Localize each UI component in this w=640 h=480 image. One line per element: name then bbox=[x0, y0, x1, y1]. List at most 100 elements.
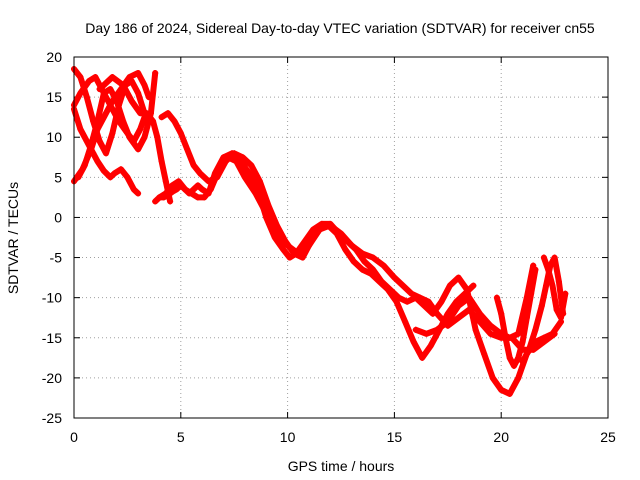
data-point bbox=[555, 278, 562, 285]
data-point bbox=[384, 286, 391, 293]
data-point bbox=[135, 70, 142, 77]
series-10 bbox=[412, 262, 537, 341]
data-point bbox=[543, 282, 550, 289]
x-tick-label: 15 bbox=[387, 429, 403, 445]
y-axis-label: SDTVAR / TECUs bbox=[5, 182, 21, 294]
data-point bbox=[167, 198, 174, 205]
data-point bbox=[263, 210, 270, 217]
data-point bbox=[402, 318, 409, 325]
data-point bbox=[519, 358, 526, 365]
y-tick-label: 20 bbox=[46, 49, 62, 65]
data-point bbox=[175, 178, 182, 185]
data-point bbox=[528, 290, 535, 297]
data-point bbox=[455, 274, 462, 281]
data-point bbox=[126, 74, 133, 81]
data-point bbox=[498, 386, 505, 393]
data-point bbox=[184, 146, 191, 153]
data-point bbox=[549, 282, 556, 289]
data-point bbox=[286, 254, 293, 261]
data-point bbox=[92, 74, 99, 81]
data-point bbox=[207, 186, 214, 193]
data-point bbox=[77, 74, 84, 81]
data-point bbox=[476, 318, 483, 325]
data-point bbox=[481, 350, 488, 357]
series-8 bbox=[156, 154, 558, 353]
data-point bbox=[489, 374, 496, 381]
data-point bbox=[493, 294, 500, 301]
data-point bbox=[551, 254, 558, 261]
data-point bbox=[506, 354, 513, 361]
data-point bbox=[466, 294, 473, 301]
data-point bbox=[265, 202, 272, 209]
data-point bbox=[545, 266, 552, 273]
data-point bbox=[248, 162, 255, 169]
data-point bbox=[461, 290, 468, 297]
data-point bbox=[551, 330, 558, 337]
data-point bbox=[308, 238, 315, 245]
data-point bbox=[246, 170, 253, 177]
data-point bbox=[417, 294, 424, 301]
data-point bbox=[376, 278, 383, 285]
data-point bbox=[310, 226, 317, 233]
data-point bbox=[94, 118, 101, 125]
series-band bbox=[493, 266, 539, 369]
data-point bbox=[421, 302, 428, 309]
data-point bbox=[532, 326, 539, 333]
x-tick-label: 5 bbox=[177, 429, 185, 445]
data-point bbox=[553, 306, 560, 313]
axis-ticks: 0 5 10 15 20 25 -25 -20 -15 -10 -5 0 5 10 15 20 bbox=[42, 49, 616, 445]
data-point bbox=[515, 374, 522, 381]
data-point bbox=[85, 78, 92, 85]
data-point bbox=[316, 226, 323, 233]
data-point bbox=[410, 338, 417, 345]
x-tick-label: 10 bbox=[280, 429, 296, 445]
data-point bbox=[282, 238, 289, 245]
data-point bbox=[444, 318, 451, 325]
data-point bbox=[404, 298, 411, 305]
data-point bbox=[152, 198, 159, 205]
data-point bbox=[380, 262, 387, 269]
data-point bbox=[126, 134, 133, 141]
data-point bbox=[348, 242, 355, 249]
data-point bbox=[423, 330, 430, 337]
data-point bbox=[169, 182, 176, 189]
data-point bbox=[135, 90, 142, 97]
data-point bbox=[182, 186, 189, 193]
data-point bbox=[291, 250, 298, 257]
data-point bbox=[239, 154, 246, 161]
data-point bbox=[109, 74, 116, 81]
data-point bbox=[100, 90, 107, 97]
series-9 bbox=[158, 110, 477, 361]
data-point bbox=[476, 310, 483, 317]
data-point bbox=[137, 110, 144, 117]
data-point bbox=[540, 254, 547, 261]
data-point bbox=[120, 118, 127, 125]
data-point bbox=[438, 298, 445, 305]
data-point bbox=[156, 194, 163, 201]
plot-border bbox=[73, 56, 609, 419]
data-point bbox=[370, 254, 377, 261]
data-point bbox=[96, 138, 103, 145]
data-point bbox=[107, 102, 114, 109]
data-point bbox=[446, 282, 453, 289]
data-point bbox=[487, 322, 494, 329]
data-point bbox=[141, 82, 148, 89]
data-point bbox=[393, 298, 400, 305]
data-point bbox=[361, 258, 368, 265]
series-11 bbox=[493, 266, 539, 369]
data-point bbox=[391, 274, 398, 281]
series-1 bbox=[71, 106, 142, 197]
data-point bbox=[273, 222, 280, 229]
y-tick-label: 15 bbox=[46, 89, 62, 105]
data-point bbox=[128, 98, 135, 105]
data-point bbox=[75, 174, 82, 181]
data-point bbox=[333, 230, 340, 237]
data-point bbox=[472, 326, 479, 333]
data-point bbox=[173, 186, 180, 193]
data-point bbox=[137, 126, 144, 133]
data-point bbox=[154, 134, 161, 141]
data-point bbox=[256, 178, 263, 185]
data-point bbox=[455, 314, 462, 321]
